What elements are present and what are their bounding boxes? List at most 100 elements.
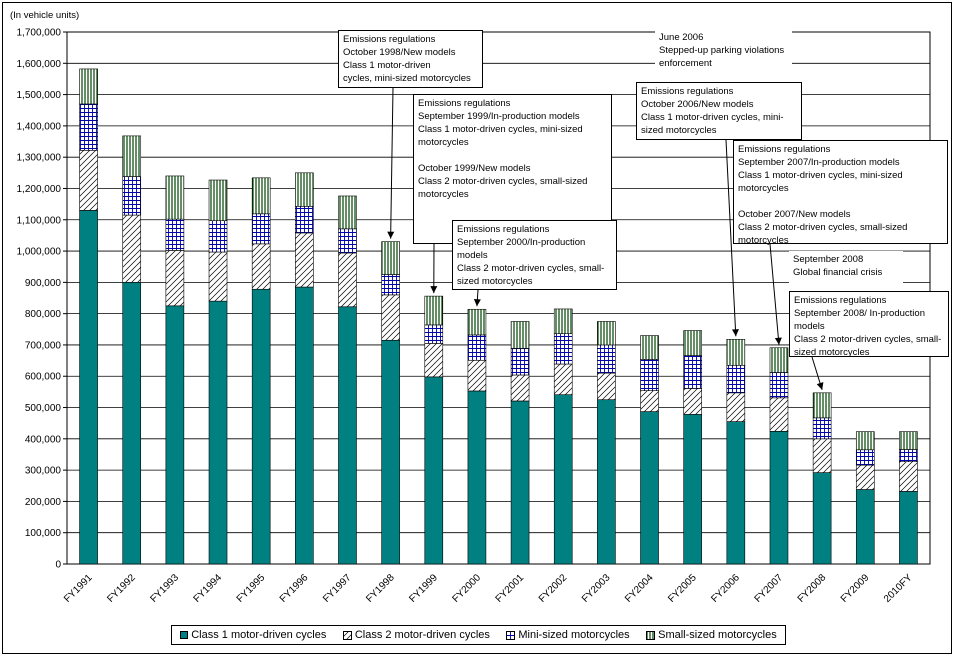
y-tick-label: 100,000	[25, 528, 62, 539]
bar-2-fy2009	[855, 464, 875, 490]
y-tick-label: 400,000	[25, 434, 62, 445]
x-tick-label: FY2008	[796, 572, 829, 605]
bar-3-fy2007	[769, 372, 789, 399]
bar-1-fy1996	[295, 286, 314, 565]
y-tick-label: 1,400,000	[17, 121, 62, 132]
unit-label: (In vehicle units)	[10, 10, 80, 21]
annotation-2000: Emissions regulations September 2000/In-…	[452, 220, 617, 290]
legend-swatch-class1	[180, 631, 189, 639]
annotation-2006-parking: June 2006 Stepped-up parking violations …	[655, 29, 792, 73]
legend-item-class2: Class 2 motor-driven cycles	[342, 629, 490, 641]
bar-1-fy2005	[683, 414, 702, 565]
bar-4-fy1998	[381, 241, 400, 275]
annotation-2006: Emissions regulations October 2006/New m…	[636, 82, 802, 140]
bars	[79, 68, 918, 565]
x-tick-label: FY2001	[494, 572, 527, 605]
bar-1-fy1995	[251, 288, 271, 565]
bar-2-fy2006	[726, 392, 746, 422]
bar-4-fy1993	[165, 175, 185, 220]
bar-1-fy1997	[338, 306, 357, 565]
legend: Class 1 motor-driven cycles Class 2 moto…	[171, 625, 786, 645]
bar-4-fy2008	[812, 392, 832, 419]
bar-4-fy2004	[640, 335, 659, 360]
bar-3-fy2008	[812, 417, 832, 440]
bar-4-fy1995	[251, 177, 271, 215]
annotation-1999: Emissions regulations September 1999/In-…	[413, 94, 612, 244]
bar-3-fy1993	[165, 218, 185, 251]
x-tick-label: FY2005	[666, 572, 699, 605]
bar-4-fy2006	[726, 339, 746, 366]
bar-4-fy1994	[208, 179, 228, 222]
bar-3-fy1999	[424, 324, 444, 344]
bar-3-fy1998	[381, 274, 400, 296]
bar-1-fy2009	[855, 489, 875, 565]
bar-1-fy2004	[640, 411, 659, 565]
legend-item-small: Small-sized motorcycles	[646, 629, 777, 641]
y-tick-label: 1,200,000	[17, 184, 62, 195]
bar-1-fy1993	[165, 305, 185, 565]
bar-1-fy2007	[769, 431, 789, 565]
legend-item-mini: Mini-sized motorcycles	[506, 629, 630, 641]
bar-1-fy1998	[381, 339, 400, 565]
bar-2-fy1993	[165, 250, 185, 307]
bar-3-fy2003	[597, 344, 616, 374]
y-tick-label: 200,000	[25, 497, 62, 508]
bar-3-fy1991	[79, 103, 98, 151]
legend-label-class2: Class 2 motor-driven cycles	[354, 629, 490, 641]
bar-3-fy1997	[338, 228, 357, 254]
bar-2-fy2000	[467, 359, 487, 392]
arrow-line	[725, 139, 737, 337]
y-tick-label: 1,700,000	[17, 28, 62, 39]
bar-1-fy2008	[812, 472, 832, 565]
bar-2-2010fy	[899, 461, 918, 492]
x-tick-label: FY1997	[321, 572, 354, 605]
bar-3-fy2004	[640, 359, 659, 391]
bar-3-fy1996	[295, 206, 314, 234]
bar-4-fy2009	[855, 431, 875, 451]
arrow-line	[390, 87, 394, 239]
y-tick-label: 1,100,000	[17, 215, 62, 226]
bar-2-fy1994	[208, 251, 228, 302]
bar-4-fy1992	[122, 135, 142, 177]
bar-2-fy1992	[122, 214, 142, 283]
bar-1-fy2006	[726, 421, 746, 565]
arrow-head	[816, 382, 824, 390]
x-tick-label: FY1994	[192, 572, 225, 605]
y-tick-label: 1,600,000	[17, 59, 62, 70]
bar-3-fy2000	[467, 334, 487, 361]
annotation-arrows	[387, 87, 824, 390]
bar-1-fy2003	[597, 399, 616, 565]
bar-4-fy2003	[597, 321, 616, 346]
bar-4-fy1996	[295, 172, 314, 207]
bar-2-fy2002	[553, 363, 573, 395]
bar-1-fy1991	[79, 210, 98, 565]
y-tick-label: 1,000,000	[17, 247, 62, 258]
bar-1-fy2001	[510, 400, 530, 565]
bar-2-fy1991	[79, 149, 98, 211]
bar-3-fy2001	[510, 348, 530, 376]
annotation-2008-crisis: September 2008 Global financial crisis	[789, 251, 903, 285]
bar-4-fy2000	[467, 308, 487, 336]
bar-3-2010fy	[899, 449, 918, 462]
bar-1-fy2002	[553, 394, 573, 565]
legend-label-mini: Mini-sized motorcycles	[518, 629, 630, 641]
bar-2-fy1996	[295, 232, 314, 288]
x-tick-label: FY2009	[839, 572, 872, 605]
x-tick-label: FY1991	[62, 572, 95, 605]
annotation-2007: Emissions regulations September 2007/In-…	[733, 140, 948, 246]
bar-3-fy1995	[251, 213, 271, 245]
bar-2-fy1999	[424, 343, 444, 378]
bar-4-fy1999	[424, 295, 444, 326]
bar-4-2010fy	[899, 431, 918, 450]
x-tick-label: FY1998	[364, 572, 397, 605]
bar-2-fy2001	[510, 374, 530, 402]
x-tick-label: FY2002	[537, 572, 570, 605]
bar-3-fy1994	[208, 220, 228, 253]
annotation-1998: Emissions regulations October 1998/New m…	[338, 30, 483, 88]
legend-swatch-mini	[506, 630, 516, 640]
arrow-head	[731, 329, 739, 337]
bar-2-fy1997	[338, 252, 357, 308]
x-tick-label: FY1993	[148, 572, 181, 605]
x-tick-label: FY2003	[580, 572, 613, 605]
